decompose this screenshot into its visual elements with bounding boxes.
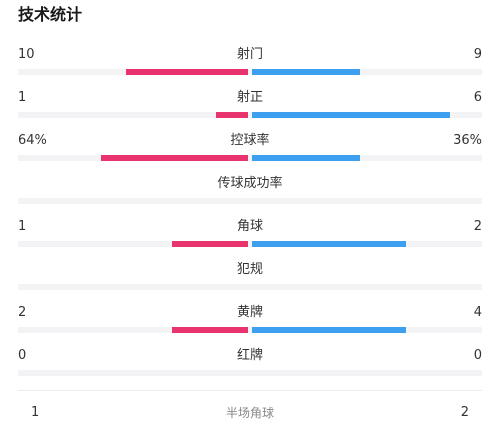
stat-track: [18, 241, 482, 247]
home-value: 1: [18, 219, 27, 234]
stat-label: 角球: [236, 219, 263, 234]
home-bar: [172, 241, 248, 247]
home-value: 2: [18, 305, 27, 320]
home-bar: [216, 112, 248, 118]
stat-track: [18, 155, 482, 161]
stat-row-yellow-cards: 2 黄牌 4: [0, 304, 500, 344]
home-value: 1: [18, 90, 27, 105]
half-home-value: 1: [31, 405, 40, 420]
section-title: 技术统计: [18, 5, 83, 24]
stat-row-corners: 1 角球 2: [0, 218, 500, 258]
away-value: 36%: [453, 133, 482, 148]
stat-track: [18, 370, 482, 376]
stat-track: [18, 198, 482, 204]
stat-row-shots-on-target: 1 射正 6: [0, 89, 500, 129]
stat-track: [18, 112, 482, 118]
stat-row-fouls: 犯规: [0, 261, 500, 301]
stat-row-possession: 64% 控球率 36%: [0, 132, 500, 172]
away-bar: [252, 112, 450, 118]
home-value: 0: [18, 348, 27, 363]
divider: [18, 390, 482, 391]
home-value: 64%: [18, 133, 47, 148]
stat-track: [18, 327, 482, 333]
away-value: 6: [473, 90, 482, 105]
stat-track: [18, 69, 482, 75]
home-bar: [101, 155, 248, 161]
half-corners-label: 半场角球: [225, 406, 274, 420]
stat-label: 犯规: [236, 262, 263, 277]
away-value: 4: [473, 305, 482, 320]
away-bar: [252, 241, 406, 247]
stat-label: 控球率: [230, 133, 270, 148]
away-bar: [252, 69, 360, 75]
home-bar: [126, 69, 248, 75]
stat-label: 红牌: [236, 348, 263, 363]
away-bar: [252, 327, 406, 333]
away-value: 9: [473, 47, 482, 62]
home-bar: [172, 327, 248, 333]
stat-label: 黄牌: [236, 305, 263, 320]
half-away-value: 2: [460, 405, 469, 420]
away-bar: [252, 155, 360, 161]
stat-label: 射门: [236, 47, 263, 62]
home-value: 10: [18, 47, 35, 62]
away-value: 0: [473, 348, 482, 363]
stat-row-pass-accuracy: 传球成功率: [0, 175, 500, 215]
stat-row-red-cards: 0 红牌 0: [0, 347, 500, 387]
stat-label: 传球成功率: [217, 176, 283, 191]
away-value: 2: [473, 219, 482, 234]
half-corners-row: 1 半场角球 2: [0, 404, 500, 422]
stat-label: 射正: [236, 90, 263, 105]
stat-track: [18, 284, 482, 290]
stat-row-shots: 10 射门 9: [0, 46, 500, 86]
